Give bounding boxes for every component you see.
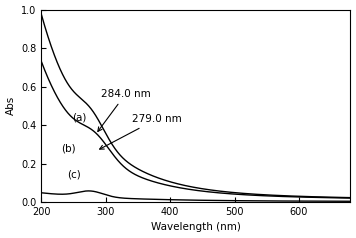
Text: (a): (a) — [72, 112, 87, 122]
Y-axis label: Abs: Abs — [6, 96, 16, 115]
Text: (c): (c) — [67, 169, 81, 179]
Text: (b): (b) — [61, 143, 76, 153]
Text: 279.0 nm: 279.0 nm — [100, 114, 181, 149]
X-axis label: Wavelength (nm): Wavelength (nm) — [151, 223, 241, 233]
Text: 284.0 nm: 284.0 nm — [98, 89, 150, 131]
